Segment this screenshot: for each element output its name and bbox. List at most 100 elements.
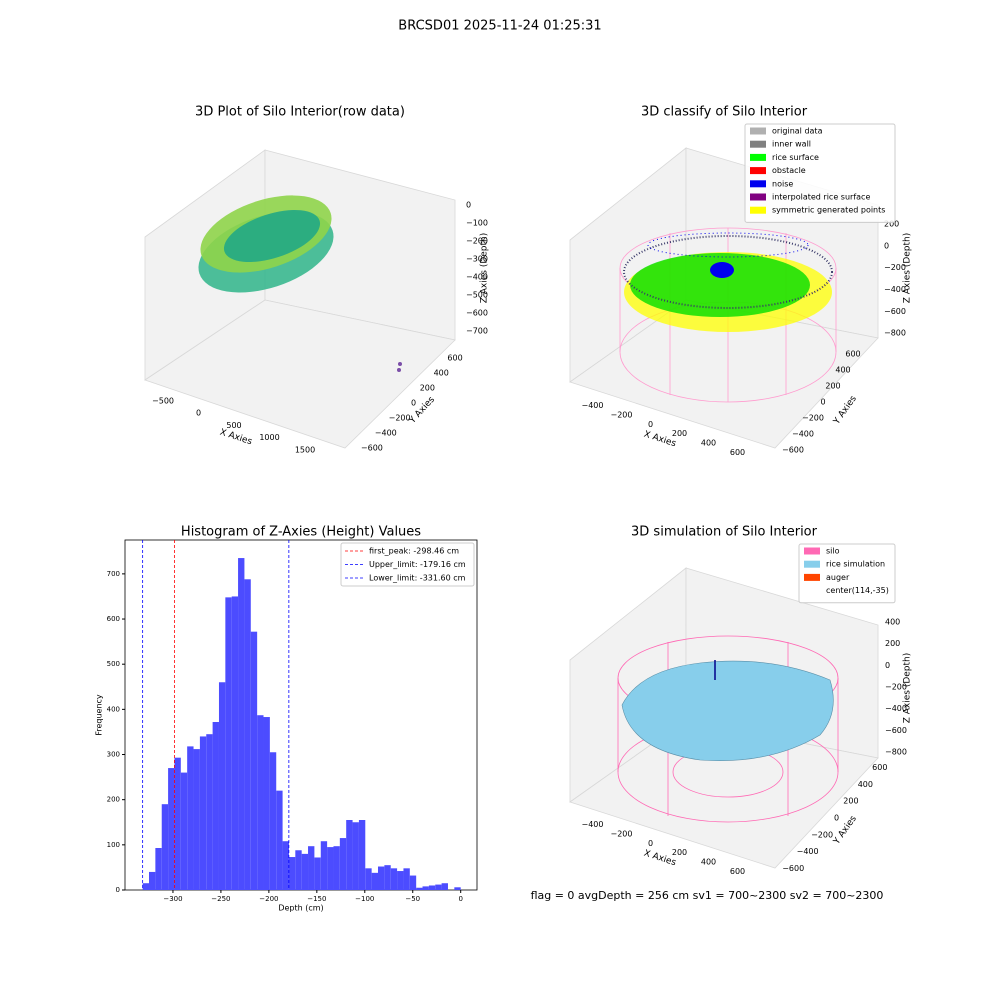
z-tick-label: −600 (885, 726, 907, 735)
x-axis-label: Depth (cm) (278, 904, 323, 913)
bar (263, 717, 270, 890)
chart-title: 3D simulation of Silo Interior (631, 525, 818, 540)
y-tick-label: 200 (420, 384, 435, 393)
bar (390, 868, 398, 890)
y-tick-label: −400 (797, 847, 819, 856)
chart-title: 3D classify of Silo Interior (641, 105, 808, 120)
y-tick-label: 300 (107, 751, 120, 759)
z-tick-label: −600 (884, 307, 906, 316)
z-axis-label: Z Axies (Depth) (480, 233, 490, 304)
bar (365, 868, 372, 890)
bar (276, 790, 283, 890)
legend-label: Lower_limit: -331.60 cm (369, 574, 466, 583)
bar (180, 772, 188, 890)
x-tick-label: −200 (611, 830, 633, 839)
bar (269, 752, 277, 890)
z-tick-label: −100 (466, 219, 488, 228)
bar (377, 866, 385, 890)
bar (257, 715, 264, 890)
x-tick-label: 500 (226, 421, 241, 430)
x-tick-label: 600 (730, 448, 745, 457)
legend-label: original data (772, 127, 823, 136)
y-tick-label: −600 (782, 864, 804, 873)
z-tick-label: −500 (466, 291, 488, 300)
legend-swatch (750, 206, 766, 214)
x-tick-label: 0 (196, 409, 201, 418)
y-tick-label: 100 (107, 841, 120, 849)
x-tick-label: −400 (582, 820, 604, 829)
bar (244, 579, 251, 890)
y-tick-label: 600 (845, 350, 860, 359)
legend-swatch (750, 153, 766, 161)
bar (206, 734, 213, 890)
x-tick-label: 200 (672, 848, 687, 857)
bar (199, 736, 207, 890)
y-tick-label: 400 (107, 705, 120, 713)
z-tick-label: −600 (466, 309, 488, 318)
bar (288, 857, 296, 890)
y-tick-label: 500 (107, 660, 120, 668)
z-tick-label: −400 (466, 273, 488, 282)
bar (295, 850, 302, 890)
rice-surface-4 (621, 660, 834, 761)
bar (358, 820, 366, 890)
bar (187, 746, 194, 890)
bar (250, 631, 258, 890)
bar (218, 682, 226, 890)
x-tick-label: −400 (582, 401, 604, 410)
footer: flag = 0 avgDepth = 256 cm sv1 = 700~230… (531, 889, 884, 902)
y-tick-label: 400 (835, 366, 850, 375)
z-tick-label: −800 (885, 748, 907, 757)
x-tick-label: 0 (648, 420, 653, 429)
y-tick-label: 400 (434, 369, 449, 378)
bar (174, 757, 181, 890)
bar (384, 865, 391, 890)
bar (238, 558, 245, 890)
bar (155, 848, 162, 890)
x-tick-label: −200 (259, 895, 278, 903)
y-tick-label: 200 (107, 796, 120, 804)
y-tick-label: 200 (825, 382, 840, 391)
y-tick-label: 600 (107, 615, 120, 623)
legend-label: silo (826, 547, 840, 556)
y-tick-label: −400 (792, 430, 814, 439)
bar (346, 820, 353, 890)
z-tick-label: 0 (466, 201, 471, 210)
y-tick-label: 200 (843, 797, 858, 806)
z-tick-label: −800 (884, 329, 906, 338)
bar (435, 884, 442, 890)
z-tick-label: −700 (466, 327, 488, 336)
legend-box (744, 123, 896, 223)
z-tick-label: 200 (885, 639, 900, 648)
x-tick-label: −50 (405, 895, 420, 903)
y-tick-label: −600 (782, 446, 804, 455)
bar (142, 883, 150, 890)
z-tick-label: 200 (884, 219, 899, 228)
legend-swatch (804, 560, 820, 568)
x-tick-label: 200 (672, 429, 687, 438)
y-tick-label: 0 (411, 399, 416, 408)
bar (333, 846, 340, 890)
bar (371, 872, 378, 890)
y-tick-label: 0 (834, 814, 839, 823)
bar (352, 822, 359, 890)
legend-label: rice simulation (826, 560, 885, 569)
x-tick-label: 0 (648, 839, 653, 848)
bar (454, 887, 461, 890)
x-tick-label: −100 (355, 895, 374, 903)
legend-label: auger (826, 573, 850, 582)
x-tick-label: −200 (611, 411, 633, 420)
chart-title: 3D Plot of Silo Interior(row data) (195, 105, 405, 120)
x-tick-label: 400 (701, 439, 716, 448)
bar (225, 597, 232, 890)
legend-swatch (750, 193, 766, 201)
y-tick-label: −400 (375, 429, 397, 438)
bar (397, 871, 404, 890)
bar (282, 841, 289, 890)
bar (339, 838, 347, 890)
legend-label: noise (772, 179, 793, 188)
bar (193, 749, 200, 890)
legend-label: Upper_limit: -179.16 cm (369, 560, 466, 569)
bar (308, 846, 315, 890)
y-tick-label: 400 (858, 780, 873, 789)
